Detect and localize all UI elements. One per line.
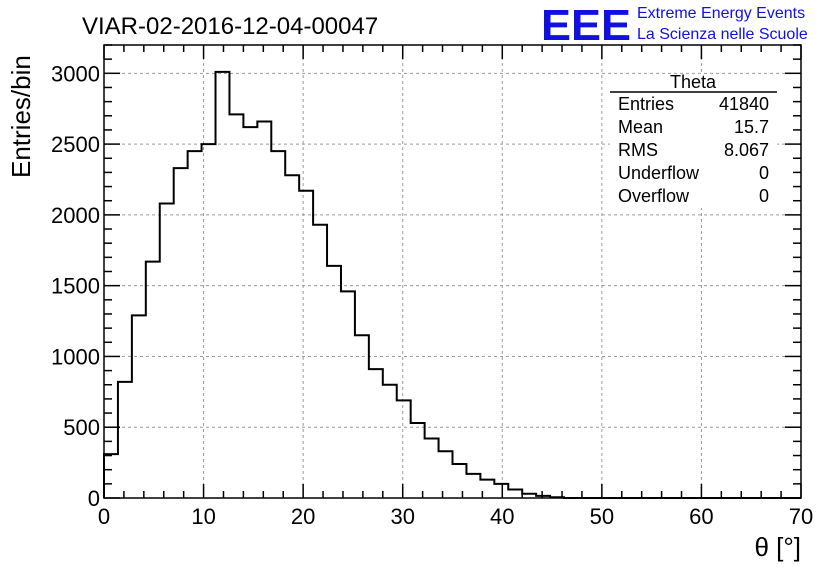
y-tick-label: 1000 bbox=[51, 344, 100, 369]
stats-value-overflow: 0 bbox=[759, 186, 769, 206]
run-title: VIAR-02-2016-12-04-00047 bbox=[82, 13, 378, 40]
org-line-1: Extreme Energy Events bbox=[637, 5, 805, 22]
stats-value-rms: 8.067 bbox=[724, 140, 769, 160]
stats-label-entries: Entries bbox=[618, 94, 674, 114]
y-tick-label: 0 bbox=[88, 486, 100, 511]
x-tick-label: 60 bbox=[689, 504, 713, 529]
eee-logo: EEE bbox=[541, 1, 631, 50]
org-line-2: La Scienza nelle Scuole bbox=[637, 26, 808, 43]
stats-box-background bbox=[610, 74, 777, 208]
stats-box: Theta Entries 41840 Mean 15.7 RMS 8.067 … bbox=[610, 72, 777, 208]
x-tick-label: 0 bbox=[98, 504, 110, 529]
y-tick-label: 2000 bbox=[51, 203, 100, 228]
stats-label-overflow: Overflow bbox=[618, 186, 690, 206]
y-axis-label: Entries/bin bbox=[6, 55, 36, 178]
x-tick-labels: 0 10 20 30 40 50 60 70 bbox=[98, 504, 813, 529]
x-tick-label: 70 bbox=[789, 504, 813, 529]
x-tick-label: 10 bbox=[191, 504, 215, 529]
y-tick-labels: 0 500 1000 1500 2000 2500 3000 bbox=[51, 61, 100, 511]
y-tick-label: 500 bbox=[63, 415, 100, 440]
stats-box-title: Theta bbox=[670, 72, 717, 92]
x-tick-label: 40 bbox=[490, 504, 514, 529]
stats-label-mean: Mean bbox=[618, 117, 663, 137]
stats-label-underflow: Underflow bbox=[618, 163, 700, 183]
y-tick-label: 3000 bbox=[51, 61, 100, 86]
x-tick-label: 50 bbox=[590, 504, 614, 529]
stats-value-entries: 41840 bbox=[719, 94, 769, 114]
stats-value-mean: 15.7 bbox=[734, 117, 769, 137]
y-tick-label: 1500 bbox=[51, 274, 100, 299]
grid-lines bbox=[104, 45, 801, 498]
x-tick-label: 30 bbox=[390, 504, 414, 529]
x-tick-label: 20 bbox=[291, 504, 315, 529]
stats-value-underflow: 0 bbox=[759, 163, 769, 183]
axis-ticks bbox=[103, 44, 802, 499]
x-axis-label: θ [°] bbox=[754, 532, 801, 562]
y-tick-label: 2500 bbox=[51, 132, 100, 157]
stats-label-rms: RMS bbox=[618, 140, 658, 160]
